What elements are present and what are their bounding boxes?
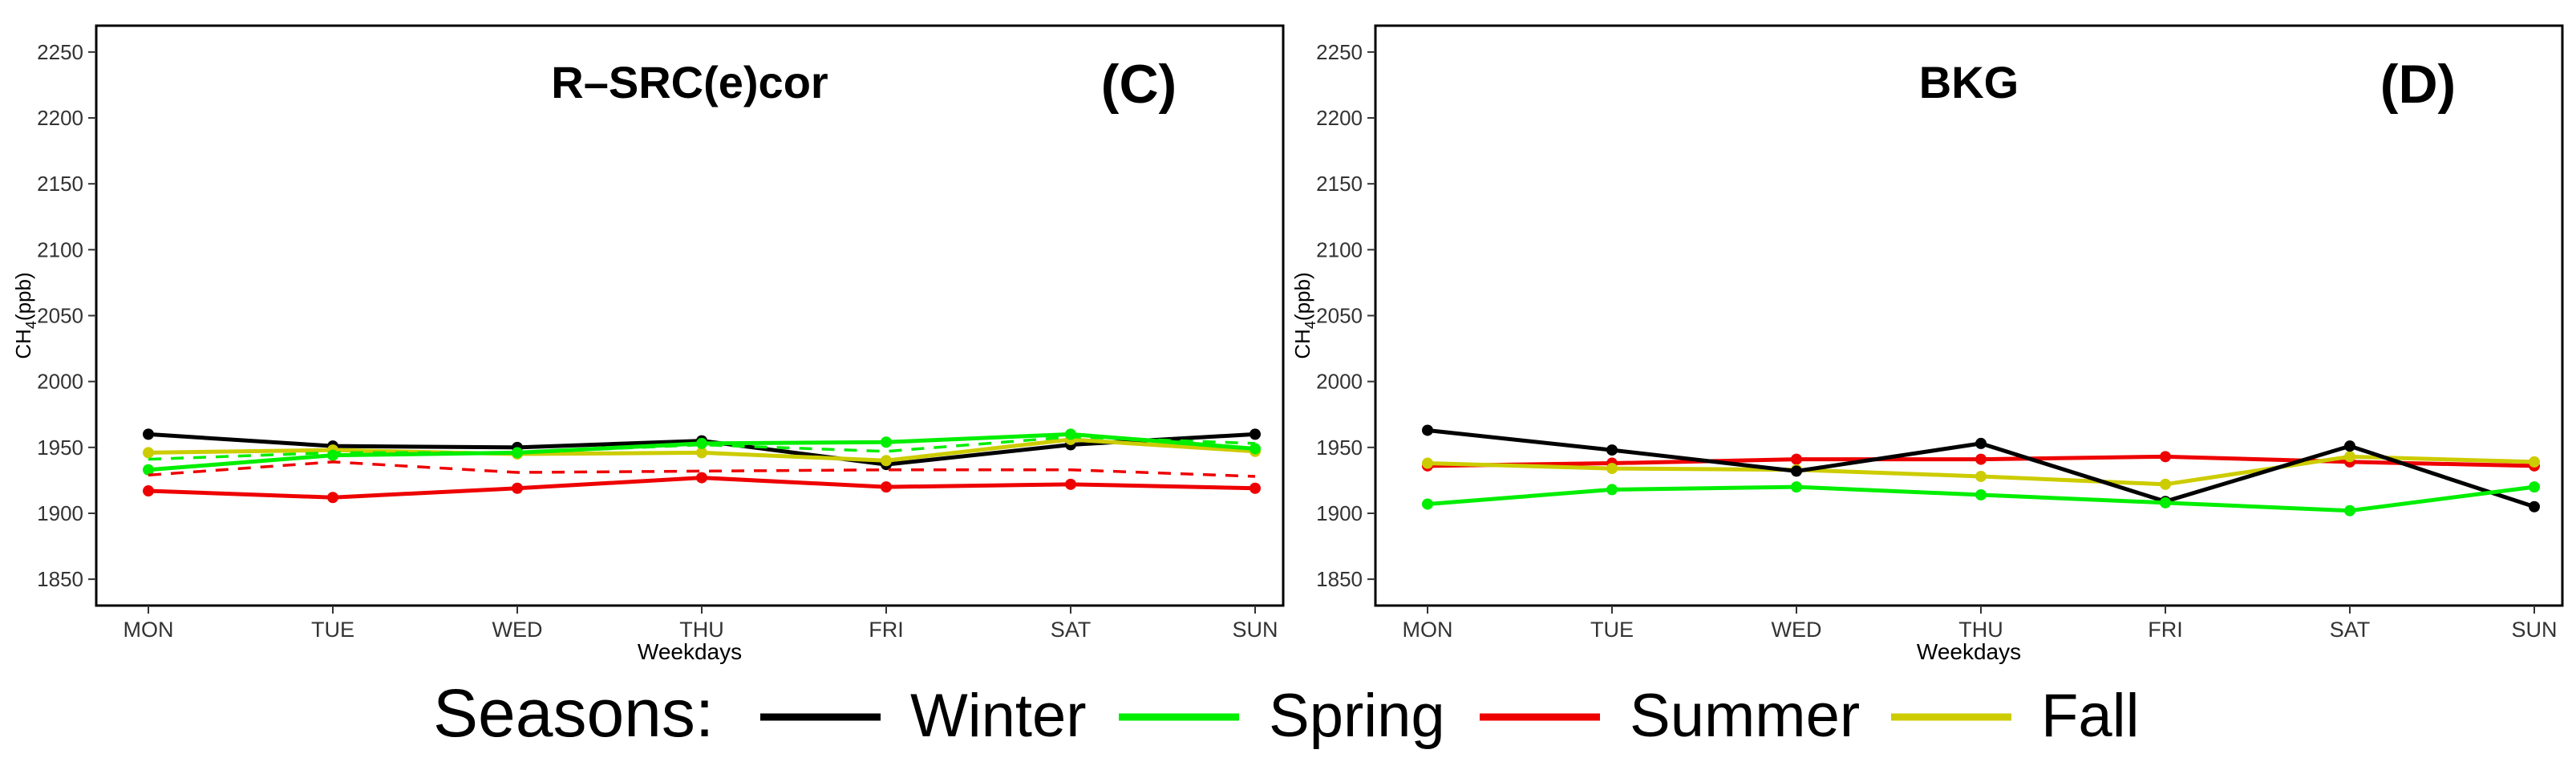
x-tick-label: THU bbox=[1958, 618, 2003, 642]
y-tick-label: 2200 bbox=[37, 106, 83, 130]
x-tick-label: TUE bbox=[311, 618, 354, 642]
y-axis-label: CH4(ppb) bbox=[11, 272, 39, 359]
data-point-summer-wed bbox=[512, 482, 523, 494]
data-point-spring-thu bbox=[696, 437, 707, 449]
y-axis-label-subscript: 4 bbox=[1302, 321, 1318, 329]
data-point-summer-fri bbox=[881, 481, 892, 493]
data-point-spring-mon bbox=[143, 464, 154, 476]
x-tick-label: THU bbox=[679, 618, 724, 642]
x-tick-label: WED bbox=[492, 618, 543, 642]
plot-frame bbox=[95, 24, 1285, 607]
panel-d: 1850 1900 1950 2000 2050 2100 2150 2200 2250 MON T… bbox=[1290, 24, 2564, 664]
data-point-fall-thu bbox=[1975, 470, 1987, 482]
data-point-fall-fri bbox=[881, 455, 892, 467]
y-tick-label: 1900 bbox=[37, 501, 83, 525]
data-point-winter-sun bbox=[1250, 428, 1261, 440]
y-tick-label: 2250 bbox=[1316, 40, 1363, 64]
x-axis-label: Weekdays bbox=[1917, 639, 2021, 664]
y-tick-label: 1850 bbox=[1316, 567, 1363, 591]
y-axis-label-main: CH bbox=[1290, 329, 1314, 359]
panel-title: R–SRC(e)cor bbox=[551, 57, 828, 107]
data-point-spring-fri bbox=[881, 436, 892, 448]
data-point-spring-sun bbox=[2529, 481, 2540, 493]
data-point-winter-wed bbox=[1791, 465, 1802, 477]
y-tick-label: 2250 bbox=[37, 40, 83, 64]
x-tick-label: MON bbox=[124, 618, 174, 642]
y-axis-label-subscript: 4 bbox=[23, 321, 39, 329]
panel-label: (C) bbox=[1101, 54, 1177, 115]
y-tick-label: 1900 bbox=[1316, 501, 1363, 525]
y-tick-label: 2050 bbox=[37, 304, 83, 328]
x-tick-label: SAT bbox=[1051, 618, 1092, 642]
data-point-fall-tue bbox=[1606, 463, 1618, 475]
series-line-spring-dashed bbox=[148, 435, 1256, 461]
data-point-summer-thu bbox=[696, 472, 707, 484]
data-point-summer-wed bbox=[1791, 453, 1802, 465]
x-tick-label: MON bbox=[1403, 618, 1453, 642]
data-point-winter-thu bbox=[1975, 437, 1987, 449]
data-point-summer-fri bbox=[2160, 451, 2171, 463]
x-tick-label: SAT bbox=[2330, 618, 2371, 642]
panel-title: BKG bbox=[1919, 57, 2019, 107]
legend-label-summer: Summer bbox=[1630, 682, 1860, 750]
x-tick-label: TUE bbox=[1590, 618, 1634, 642]
data-point-fall-sun bbox=[2529, 456, 2540, 468]
y-axis-label: CH4(ppb) bbox=[1290, 272, 1318, 359]
data-point-winter-mon bbox=[1422, 424, 1433, 436]
y-tick-label: 2150 bbox=[1316, 172, 1363, 196]
data-point-winter-tue bbox=[1606, 444, 1618, 456]
data-point-fall-mon bbox=[143, 447, 154, 459]
y-axis-label-unit: (ppb) bbox=[1290, 272, 1314, 321]
y-tick-label: 2100 bbox=[1316, 237, 1363, 261]
x-tick-label: WED bbox=[1772, 618, 1822, 642]
data-point-fall-sat bbox=[2344, 451, 2355, 463]
data-point-spring-tue bbox=[1606, 484, 1618, 496]
y-axis-label-main: CH bbox=[11, 329, 35, 359]
data-point-winter-sat bbox=[2344, 440, 2355, 452]
legend: Seasons: Winter Spring Summer Fall bbox=[433, 675, 2139, 751]
data-point-spring-thu bbox=[1975, 488, 1987, 500]
panel-c: 1850 1900 1950 2000 2050 2100 2150 2200 2250 MON T… bbox=[11, 24, 1285, 664]
y-tick-label: 2200 bbox=[1316, 106, 1363, 130]
y-tick-label: 2100 bbox=[37, 237, 83, 261]
data-point-summer-tue bbox=[327, 492, 338, 504]
x-axis-label: Weekdays bbox=[638, 639, 742, 664]
data-point-summer-mon bbox=[143, 485, 154, 497]
y-tick-label: 2050 bbox=[1316, 304, 1363, 328]
data-point-spring-sun bbox=[1250, 443, 1261, 455]
y-tick-label: 1950 bbox=[37, 436, 83, 460]
x-tick-label: SUN bbox=[2511, 618, 2557, 642]
data-point-spring-fri bbox=[2160, 496, 2171, 509]
data-point-fall-thu bbox=[696, 447, 707, 459]
y-tick-label: 1850 bbox=[37, 567, 83, 591]
y-tick-label: 2000 bbox=[37, 370, 83, 394]
legend-title: Seasons: bbox=[433, 675, 714, 751]
panel-label: (D) bbox=[2380, 54, 2456, 115]
x-tick-label: FRI bbox=[869, 618, 904, 642]
y-tick-label: 2150 bbox=[37, 172, 83, 196]
data-point-fall-mon bbox=[1422, 457, 1433, 469]
legend-label-spring: Spring bbox=[1269, 682, 1445, 750]
x-tick-label: SUN bbox=[1232, 618, 1278, 642]
data-point-fall-fri bbox=[2160, 478, 2171, 490]
series-line-summer-dashed bbox=[148, 460, 1256, 478]
data-point-winter-sun bbox=[2529, 500, 2540, 513]
y-axis-label-unit: (ppb) bbox=[11, 272, 35, 321]
data-point-summer-sat bbox=[1065, 478, 1076, 490]
data-point-winter-mon bbox=[143, 428, 154, 440]
legend-label-winter: Winter bbox=[910, 682, 1087, 750]
y-tick-label: 1950 bbox=[1316, 436, 1363, 460]
data-point-spring-sat bbox=[2344, 504, 2355, 517]
data-point-spring-wed bbox=[1791, 481, 1802, 493]
data-point-summer-thu bbox=[1975, 453, 1987, 465]
legend-label-fall: Fall bbox=[2041, 682, 2139, 750]
y-tick-label: 2000 bbox=[1316, 370, 1363, 394]
x-tick-label: FRI bbox=[2148, 618, 2183, 642]
data-point-spring-mon bbox=[1422, 498, 1433, 510]
data-point-summer-sun bbox=[1250, 482, 1261, 494]
